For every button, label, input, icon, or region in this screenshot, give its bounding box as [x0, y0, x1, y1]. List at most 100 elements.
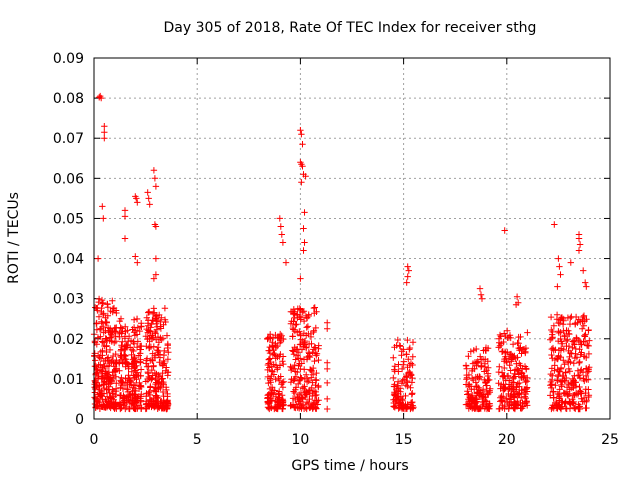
data-point	[161, 316, 169, 323]
data-point	[129, 391, 136, 399]
data-point	[403, 279, 410, 286]
data-point	[515, 333, 522, 341]
data-point	[565, 358, 572, 365]
data-point	[300, 317, 308, 325]
data-point	[127, 377, 134, 385]
data-point	[155, 403, 162, 410]
x-tick-label: 0	[90, 432, 99, 448]
data-point	[142, 333, 150, 340]
x-tick-label: 5	[193, 432, 202, 448]
data-point	[134, 324, 141, 331]
data-point	[271, 350, 278, 358]
data-point	[143, 405, 150, 412]
data-point	[407, 371, 414, 378]
data-point	[291, 389, 298, 397]
data-point	[463, 365, 470, 372]
data-point	[501, 364, 508, 372]
data-point	[584, 342, 591, 349]
data-point	[473, 359, 480, 366]
data-point	[154, 380, 162, 387]
data-point	[109, 356, 116, 364]
data-point	[289, 308, 296, 316]
data-point	[579, 369, 587, 376]
data-point	[102, 327, 109, 335]
data-point	[289, 395, 297, 402]
x-tick-label: 10	[291, 432, 309, 448]
data-point	[146, 201, 153, 208]
data-point	[293, 352, 301, 359]
data-point	[300, 225, 307, 232]
data-point	[476, 373, 483, 380]
data-point	[576, 338, 584, 346]
data-point	[278, 332, 285, 339]
data-point	[266, 364, 273, 371]
data-point	[105, 375, 112, 382]
data-point	[512, 355, 519, 362]
data-point	[163, 364, 170, 371]
data-point	[100, 357, 107, 365]
data-point	[146, 375, 153, 382]
data-point	[554, 354, 562, 362]
y-tick-label: 0.08	[53, 91, 84, 107]
data-point	[409, 339, 417, 346]
data-point	[576, 241, 584, 248]
data-point	[149, 317, 157, 324]
data-point	[469, 392, 476, 399]
data-point	[122, 359, 129, 366]
data-point	[147, 343, 155, 350]
data-point	[301, 209, 308, 216]
data-point	[391, 368, 398, 375]
data-point	[563, 337, 570, 345]
data-point	[407, 384, 414, 391]
data-point	[393, 386, 400, 394]
data-point	[303, 398, 311, 406]
data-point	[279, 384, 287, 391]
data-point	[501, 384, 509, 391]
data-point	[296, 377, 303, 384]
data-point	[399, 377, 406, 384]
data-point	[143, 363, 151, 370]
data-point	[296, 305, 303, 312]
y-axis-label: ROTI / TECUs	[6, 192, 22, 284]
data-point	[157, 334, 164, 341]
data-point	[393, 342, 400, 349]
data-point	[297, 316, 304, 323]
data-point	[496, 339, 503, 346]
data-point	[564, 314, 572, 321]
data-point	[293, 401, 300, 408]
data-point	[580, 394, 588, 402]
x-tick-label: 20	[498, 432, 516, 448]
data-point	[522, 344, 530, 352]
data-point	[312, 405, 320, 412]
data-point	[465, 390, 472, 398]
data-point	[576, 374, 584, 382]
data-point	[124, 393, 132, 400]
data-point	[313, 350, 321, 357]
data-point	[276, 396, 283, 403]
data-point	[576, 383, 583, 391]
data-point	[565, 381, 572, 389]
data-point	[304, 323, 312, 330]
data-point	[305, 400, 312, 407]
data-point	[575, 337, 582, 344]
data-point	[586, 337, 593, 344]
data-point	[299, 163, 306, 170]
data-point	[508, 396, 515, 403]
data-point	[148, 356, 156, 364]
data-point	[548, 326, 555, 334]
data-point	[152, 223, 160, 230]
data-point	[297, 275, 304, 282]
data-point	[562, 369, 569, 376]
data-point	[117, 352, 124, 360]
data-point	[313, 377, 320, 384]
data-point	[521, 393, 529, 400]
data-point	[568, 350, 575, 357]
data-point	[289, 333, 296, 340]
data-point	[553, 311, 561, 318]
x-tick-label: 15	[395, 432, 413, 448]
data-point	[477, 363, 485, 371]
data-point	[107, 380, 114, 387]
data-point	[551, 367, 558, 374]
data-point	[267, 396, 274, 404]
data-point	[558, 403, 566, 410]
